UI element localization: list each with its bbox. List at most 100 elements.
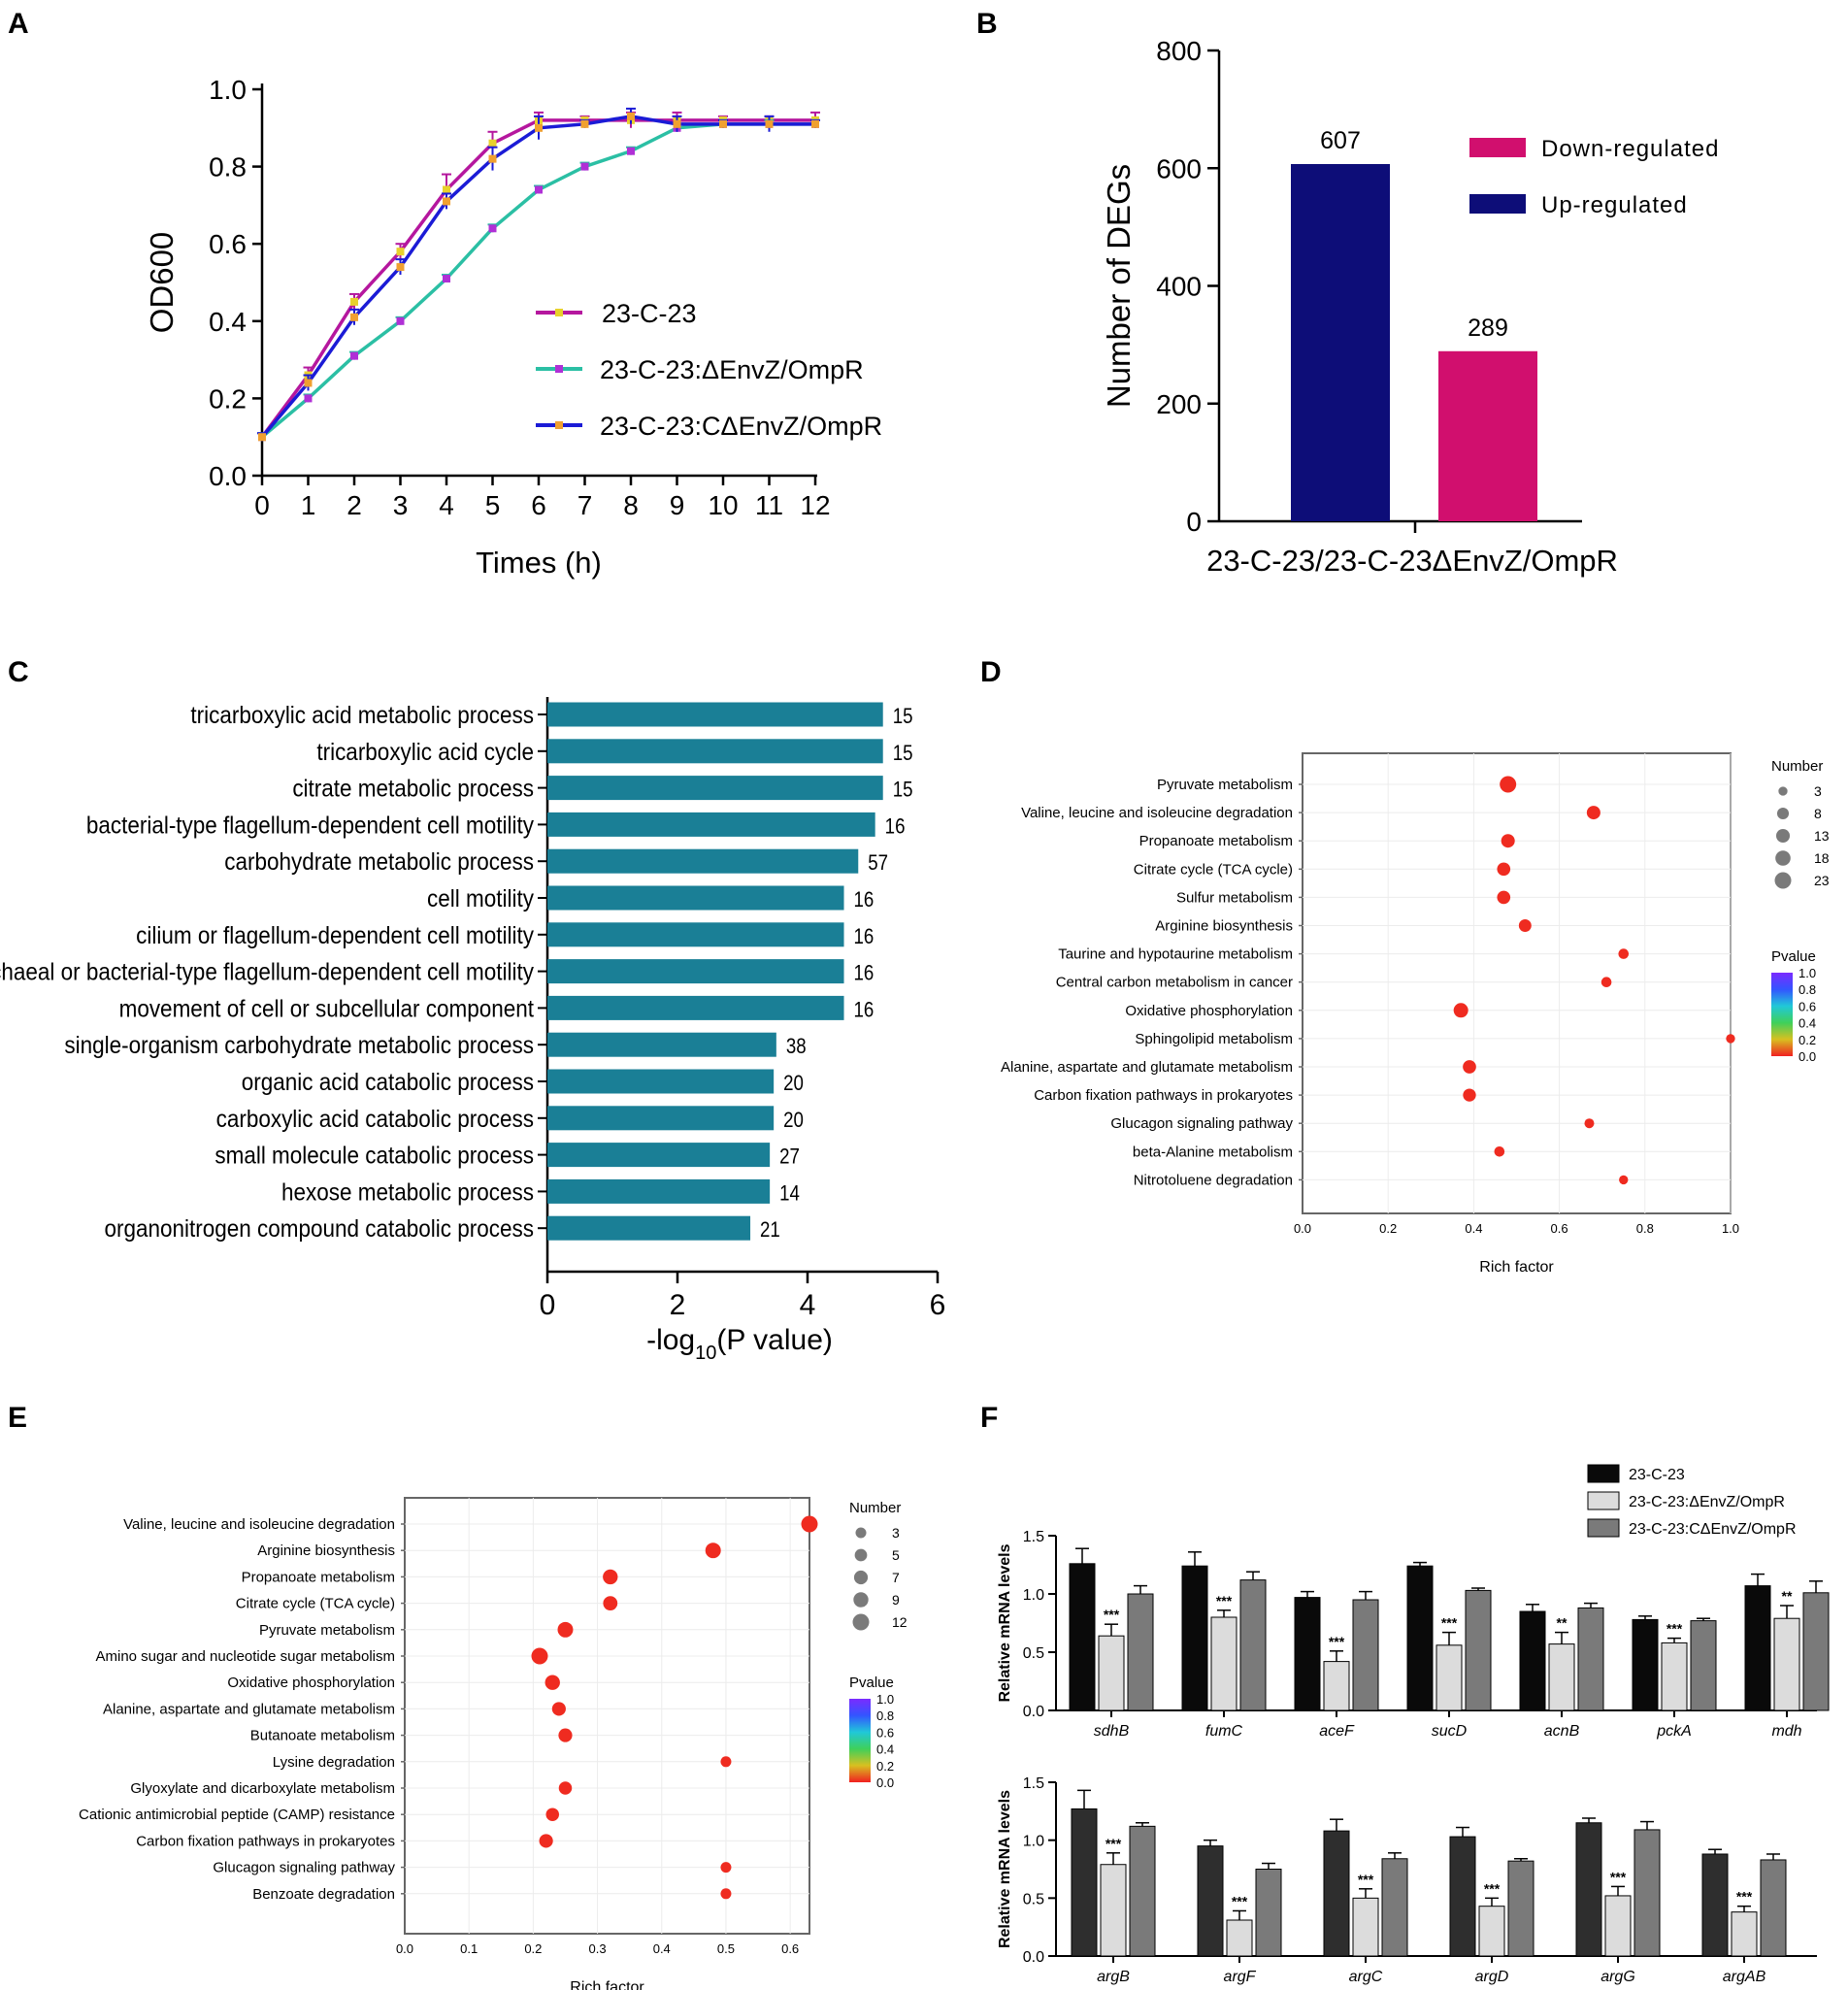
data-point xyxy=(304,394,313,403)
bar xyxy=(1071,1808,1098,1957)
bubble-point xyxy=(720,1756,732,1768)
size-legend-label: 12 xyxy=(892,1614,908,1630)
data-point xyxy=(580,162,589,171)
x-tick-label: 2 xyxy=(670,1289,686,1321)
pathway-label: Sphingolipid metabolism xyxy=(1135,1031,1293,1047)
bubble-point xyxy=(558,1781,573,1795)
bar xyxy=(1197,1845,1224,1957)
bubble-point xyxy=(1726,1034,1735,1044)
gene-label: aceF xyxy=(1319,1723,1355,1740)
significance-marker: *** xyxy=(1736,1889,1753,1905)
x-tick-label: 6 xyxy=(930,1289,946,1321)
pathway-label: beta-Alanine metabolism xyxy=(1133,1144,1293,1160)
bubble-point xyxy=(557,1621,574,1638)
bubble-point xyxy=(1463,1060,1476,1074)
bubble-point xyxy=(558,1728,573,1742)
gene-label: fumC xyxy=(1205,1723,1243,1740)
bar xyxy=(1406,1565,1434,1711)
legend-label: 23-C-23:CΔEnvZ/OmpR xyxy=(1629,1521,1797,1538)
bubble-point xyxy=(1586,806,1600,820)
pathway-label: Glucagon signaling pathway xyxy=(213,1860,395,1876)
panel-b-deg-bar-chart: 0 200 400 600 800 607 289 23-C-23/23-C-23ΔEnvZ/… xyxy=(1101,36,1718,578)
plot-frame xyxy=(1302,752,1732,1214)
x-tick-label: 0.5 xyxy=(717,1941,735,1956)
x-axis-title: Rich factor xyxy=(1479,1259,1554,1276)
pathway-label: Valine, leucine and isoleucine degradati… xyxy=(123,1516,395,1533)
bar-count-label: 16 xyxy=(854,999,874,1022)
y-tick-label: 0.0 xyxy=(1023,1704,1044,1720)
y-tick-label: 800 xyxy=(1156,36,1202,66)
significance-marker: *** xyxy=(1666,1621,1683,1637)
pathway-label: Alanine, aspartate and glutamate metabol… xyxy=(1001,1059,1293,1076)
size-legend-dot xyxy=(1775,850,1791,866)
pvalue-legend-title: Pvalue xyxy=(1771,948,1816,965)
bar xyxy=(1449,1836,1476,1957)
category-label: carbohydrate metabolic process xyxy=(224,848,534,876)
data-point xyxy=(350,313,358,321)
panel-e-kegg-bubble-chart: 0.0 0.1 0.2 0.3 0.4 0.5 0.6 Valine, leucine and… xyxy=(79,1497,908,1990)
data-point xyxy=(765,119,774,128)
data-point xyxy=(627,112,635,120)
x-tick-label: 0.8 xyxy=(1636,1221,1654,1236)
panel-c-go-enrichment-bars: 0 2 4 6 tricarboxylic acid metabolic process… xyxy=(0,697,945,1364)
pathway-label: Glyoxylate and dicarboxylate metabolism xyxy=(130,1780,395,1797)
pathway-label: Lysine degradation xyxy=(273,1754,395,1771)
pvalue-legend-label: 0.6 xyxy=(876,1725,894,1740)
x-tick-label: 1 xyxy=(301,490,316,520)
bubble-point xyxy=(1463,1088,1476,1102)
legend-label: 23-C-23:ΔEnvZ/OmpR xyxy=(600,355,864,384)
pvalue-legend-label: 0.4 xyxy=(1798,1016,1816,1031)
data-point xyxy=(396,263,405,272)
bar xyxy=(1632,1618,1659,1711)
gene-label: sdhB xyxy=(1094,1723,1130,1740)
bar-count-label: 15 xyxy=(893,779,913,802)
size-legend-dot xyxy=(1778,786,1788,796)
data-point xyxy=(627,147,635,155)
bar-count-label: 38 xyxy=(786,1036,807,1059)
significance-marker: *** xyxy=(1484,1880,1501,1896)
data-point xyxy=(350,297,358,306)
pathway-label: Benzoate degradation xyxy=(252,1886,395,1903)
y-axis-title: OD600 xyxy=(144,232,180,334)
x-tick-label: 9 xyxy=(670,490,685,520)
bar xyxy=(1548,1643,1575,1711)
significance-marker: *** xyxy=(1329,1634,1345,1649)
legend-marker xyxy=(555,421,563,429)
bubble-point xyxy=(705,1542,721,1559)
panel-d-kegg-bubble-chart: 0.0 0.2 0.4 0.6 0.8 1.0 Pyruvate metabolism Val… xyxy=(1001,752,1830,1276)
size-legend-label: 13 xyxy=(1814,828,1830,844)
gene-label: argG xyxy=(1600,1969,1635,1985)
size-legend-dot xyxy=(854,1548,868,1562)
bubble-point xyxy=(531,1647,548,1665)
category-label: carboxylic acid catabolic process xyxy=(216,1106,535,1133)
pathway-label: Cationic antimicrobial peptide (CAMP) re… xyxy=(79,1807,395,1823)
series-line xyxy=(260,118,815,439)
x-tick-label: 2 xyxy=(346,490,362,520)
gene-label: argD xyxy=(1475,1969,1509,1985)
pathway-label: Amino sugar and nucleotide sugar metabol… xyxy=(95,1648,395,1665)
y-axis-title: Number of DEGs xyxy=(1101,164,1137,408)
data-point xyxy=(304,379,313,387)
y-tick-label: 0.0 xyxy=(209,461,247,491)
bar xyxy=(1773,1617,1800,1711)
pathway-label: Pyruvate metabolism xyxy=(259,1622,395,1639)
legend-swatch xyxy=(1587,1491,1620,1510)
pvalue-colorbar xyxy=(849,1699,871,1782)
bar-count-label: 15 xyxy=(893,706,913,729)
bar xyxy=(1181,1565,1208,1711)
y-tick-label: 1.0 xyxy=(1023,1834,1044,1850)
bar-count-label: 15 xyxy=(893,742,913,765)
y-tick-label: 0.2 xyxy=(209,383,247,414)
significance-marker: *** xyxy=(1441,1615,1458,1631)
bar xyxy=(1731,1911,1758,1957)
category-label: organic acid catabolic process xyxy=(242,1069,534,1096)
category-label: small molecule catabolic process xyxy=(214,1143,534,1170)
bubble-point xyxy=(1600,977,1612,987)
pvalue-legend-title: Pvalue xyxy=(849,1675,894,1691)
bubble-point xyxy=(720,1862,732,1874)
pathway-label: Central carbon metabolism in cancer xyxy=(1056,975,1293,991)
category-label: organonitrogen compound catabolic proces… xyxy=(105,1215,535,1243)
bubble-point xyxy=(1618,948,1630,959)
legend-swatch xyxy=(1587,1518,1620,1538)
category-label: single-organism carbohydrate metabolic p… xyxy=(64,1032,534,1059)
